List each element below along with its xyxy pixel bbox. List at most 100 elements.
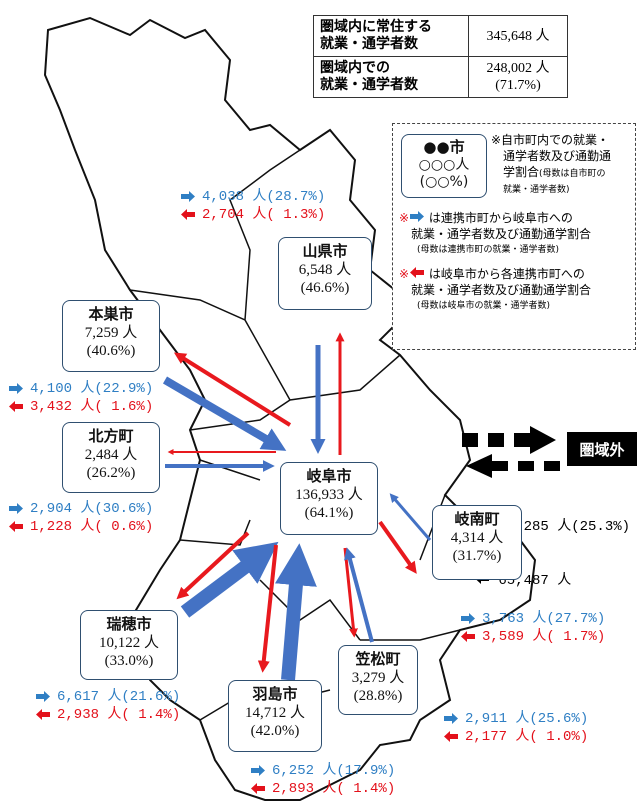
text: 通学者数及び通勤通 <box>503 149 612 163</box>
arrow-in <box>274 543 317 681</box>
text: ※ <box>399 211 410 225</box>
text: (母数は自市町の <box>539 169 606 179</box>
red-arrow-icon <box>410 267 425 278</box>
inflow-arrow-icon <box>9 382 23 394</box>
inflow-text: 4,100 人(22.9%) <box>30 381 154 397</box>
city-share: (26.2%) <box>86 465 136 481</box>
outflow-arrow-icon <box>9 400 23 412</box>
city-name: 岐南町 <box>454 510 500 528</box>
outflow: 2,893 人( 1.4%) <box>250 780 395 798</box>
outflow: 1,228 人( 0.6%) <box>8 518 153 536</box>
city-count: 7,259 人 <box>84 325 138 341</box>
arrow-in <box>180 541 279 618</box>
arrow-in <box>389 493 432 541</box>
text: 就業・通学者数及び通勤通学割合 <box>411 283 592 297</box>
inflow-text: 2,911 人(25.6%) <box>465 711 589 727</box>
city-share: (31.7%) <box>452 548 502 564</box>
flow-labels: 6,252 人(17.9%) 2,893 人( 1.4%) <box>250 762 395 798</box>
outside-arrowhead <box>530 426 556 454</box>
city-name: 北方町 <box>88 427 134 445</box>
flow-labels: 3,763 人(27.7%) 3,589 人( 1.7%) <box>460 610 605 646</box>
text: (母数は岐阜市の就業・通学者数) <box>417 301 551 311</box>
arrow-in <box>162 376 287 451</box>
row: 圏域内に常住する 就業・通学者数 345,648 人 <box>313 15 568 57</box>
outflow-arrow-icon <box>251 782 265 794</box>
city-box: 北方町 2,484 人 (26.2%) <box>62 422 160 493</box>
outflow: 2,704 人( 1.3%) <box>180 206 325 224</box>
text: ※自市町内での就業・ <box>491 133 610 147</box>
text: 248,002 人 <box>486 61 550 76</box>
inflow: 3,763 人(27.7%) <box>460 610 605 628</box>
outflow-arrow-icon <box>36 708 50 720</box>
city-name: 瑞穂市 <box>106 615 152 633</box>
summary-table: 圏域内に常住する 就業・通学者数 345,648 人 圏域内での 就業・通学者数 2… <box>313 15 568 98</box>
city-box: 山県市 6,548 人 (46.6%) <box>278 237 372 310</box>
inflow-text: 4,038 人(28.7%) <box>202 189 326 205</box>
city-count: 3,279 人 <box>351 670 405 686</box>
inflow-arrow-icon <box>181 190 195 202</box>
inflow: 6,252 人(17.9%) <box>250 762 395 780</box>
inflow-arrow-icon <box>251 764 265 776</box>
outside-arrows: 圏域外 <box>462 426 637 478</box>
city-box: 羽島市 14,712 人 (42.0%) <box>228 680 322 752</box>
arrow-out <box>378 520 417 574</box>
inflow-arrow-icon <box>444 712 458 724</box>
inflow: 4,100 人(22.9%) <box>8 380 153 398</box>
text: ※ <box>399 267 410 281</box>
inflow: 4,038 人(28.7%) <box>180 188 325 206</box>
text: は連携市町から岐阜市への <box>428 211 573 225</box>
city-share: (28.8%) <box>353 688 403 704</box>
text: (母数は連携市町の就業・通学者数) <box>417 245 560 255</box>
city-name: 岐阜市 <box>306 467 352 485</box>
legend-sample: ●●市 ○○○人 (○○%) <box>401 134 487 198</box>
flow-labels: 4,100 人(22.9%) 3,432 人( 1.6%) <box>8 380 153 416</box>
city-box: 岐阜市 136,933 人 (64.1%) <box>280 462 378 535</box>
flow-labels: 2,911 人(25.6%) 2,177 人( 1.0%) <box>443 710 588 746</box>
blue-arrow-icon <box>410 211 425 222</box>
arrow-out <box>343 547 358 638</box>
note-in: ※ は連携市町から岐阜市への 就業・通学者数及び通勤通学割合 (母数は連携市町の… <box>399 210 635 258</box>
city-name: 笠松町 <box>355 650 401 668</box>
inflow-arrow-icon <box>461 612 475 624</box>
city-count: 4,314 人 <box>450 530 504 546</box>
city-name: 羽島市 <box>252 685 298 703</box>
text: 圏域内に常住する <box>320 19 432 35</box>
arrow-out <box>176 531 250 600</box>
flow-labels: 4,038 人(28.7%) 2,704 人( 1.3%) <box>180 188 325 224</box>
city-count: 136,933 人 <box>295 487 363 503</box>
row: 圏域内での 就業・通学者数 248,002 人 (71.7%) <box>313 56 568 98</box>
city-count: 2,484 人 <box>84 447 138 463</box>
inflow: 2,904 人(30.6%) <box>8 500 153 518</box>
city-box: 岐南町 4,314 人 (31.7%) <box>432 505 522 580</box>
flow-arrows <box>162 332 432 681</box>
arrow-in <box>344 547 374 643</box>
outside-arrowhead <box>466 454 492 478</box>
outflow: 2,938 人( 1.4%) <box>35 706 180 724</box>
row-value: 248,002 人 (71.7%) <box>468 56 568 98</box>
arrow-out <box>173 352 292 427</box>
row-label: 圏域内での 就業・通学者数 <box>313 56 469 98</box>
text: 圏域内での <box>320 60 390 76</box>
outflow: 2,177 人( 1.0%) <box>443 728 588 746</box>
city-box: 瑞穂市 10,122 人 (33.0%) <box>80 610 178 680</box>
city-name: 山県市 <box>302 242 348 260</box>
outside-label: 圏域外 <box>579 441 624 459</box>
city-share: (33.0%) <box>104 653 154 669</box>
arrow-out <box>257 544 278 673</box>
outflow-text: 2,893 人( 1.4%) <box>272 781 396 797</box>
inflow-text: 6,252 人(17.9%) <box>272 763 396 779</box>
text: は岐阜市から各連携市町への <box>428 267 585 281</box>
city-box: 本巣市 7,259 人 (40.6%) <box>62 300 160 372</box>
outflow-text: 2,938 人( 1.4%) <box>57 707 181 723</box>
outflow-text: 3,432 人( 1.6%) <box>30 399 154 415</box>
text: 就業・通学者数 <box>320 77 418 93</box>
inflow: 6,617 人(21.6%) <box>35 688 180 706</box>
text: ○○○人 <box>418 157 470 173</box>
inflow: 2,911 人(25.6%) <box>443 710 588 728</box>
outflow-arrow-icon <box>181 208 195 220</box>
outflow-arrow-icon <box>9 520 23 532</box>
city-share: (40.6%) <box>86 343 136 359</box>
text: 就業・通学者数 <box>320 36 418 52</box>
